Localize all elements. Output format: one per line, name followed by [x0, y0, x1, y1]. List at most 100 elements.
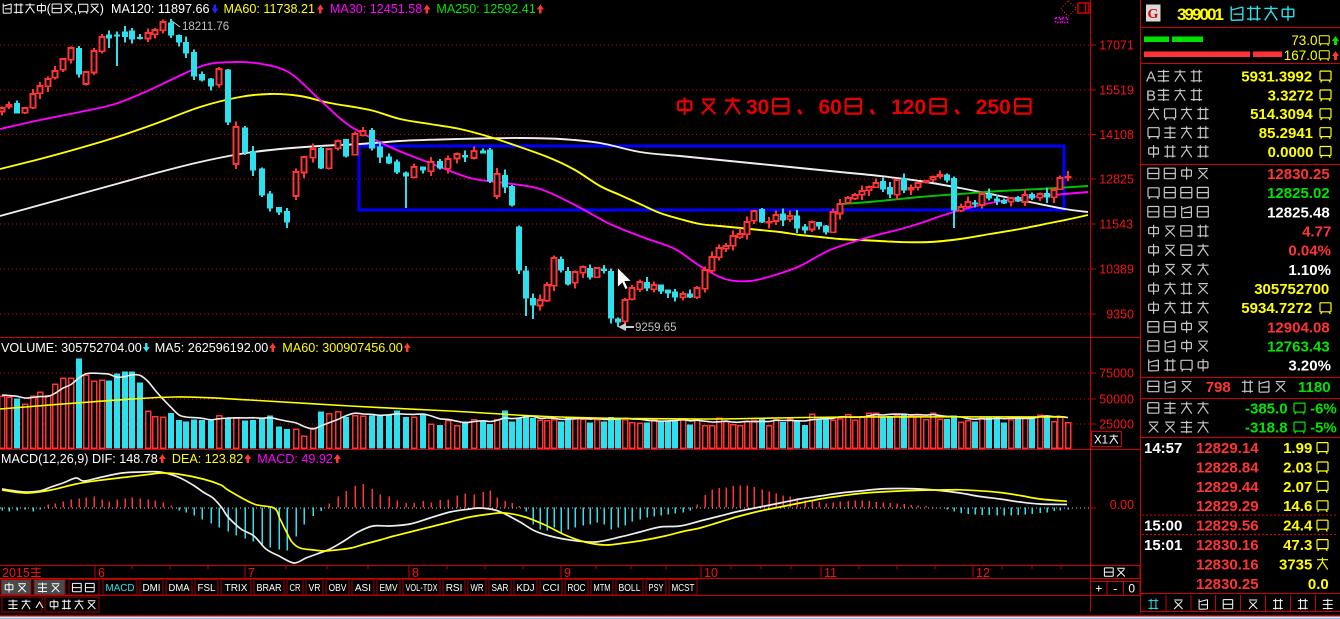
svg-text:VOLUME: 305752704.00: VOLUME: 305752704.00: [1, 341, 142, 355]
svg-text:OBV: OBV: [329, 583, 347, 594]
svg-text:-5%: -5%: [1310, 420, 1337, 437]
svg-text:VOL-TDX: VOL-TDX: [406, 583, 438, 594]
svg-text:): ): [100, 2, 104, 16]
svg-text:8: 8: [412, 566, 419, 580]
svg-text:CR: CR: [290, 583, 301, 594]
svg-text:3.20%: 3.20%: [1288, 358, 1331, 375]
svg-text:FSL: FSL: [198, 583, 216, 594]
svg-text:4.77: 4.77: [1302, 224, 1331, 241]
svg-text:73.0: 73.0: [1291, 33, 1317, 48]
svg-text:MA30: 12451.58: MA30: 12451.58: [330, 2, 422, 16]
svg-text:2015: 2015: [2, 566, 30, 580]
svg-text:15519: 15519: [1099, 84, 1134, 98]
svg-text:50000: 50000: [1099, 393, 1134, 407]
svg-text:G: G: [1148, 7, 1159, 22]
svg-text:+: +: [1095, 582, 1102, 596]
svg-text:-318.8: -318.8: [1245, 420, 1288, 437]
svg-text:14.6: 14.6: [1283, 498, 1312, 515]
svg-text:ASI: ASI: [355, 583, 371, 594]
svg-text:12829.14: 12829.14: [1196, 440, 1259, 457]
svg-text:5934.7272: 5934.7272: [1241, 300, 1312, 317]
svg-text:12829.29: 12829.29: [1196, 498, 1259, 515]
svg-text:10: 10: [704, 566, 718, 580]
svg-text:1.10%: 1.10%: [1288, 262, 1331, 279]
svg-text:MACD: 49.92: MACD: 49.92: [257, 452, 333, 466]
svg-text:MA250: 12592.41: MA250: 12592.41: [436, 2, 535, 16]
svg-text:MCST: MCST: [672, 583, 695, 594]
svg-text:RSI: RSI: [446, 583, 463, 594]
svg-text:1180: 1180: [1298, 379, 1331, 396]
svg-text:30: 30: [746, 96, 769, 119]
svg-text:BOLL: BOLL: [619, 583, 641, 594]
svg-text:399001: 399001: [1177, 5, 1224, 24]
svg-text:MA60: 11738.21: MA60: 11738.21: [224, 2, 316, 16]
svg-text:12904.08: 12904.08: [1267, 319, 1330, 336]
svg-text:14108: 14108: [1099, 128, 1134, 142]
svg-text:MA5: 262596192.00: MA5: 262596192.00: [155, 341, 268, 355]
svg-text:3735: 3735: [1279, 556, 1312, 573]
svg-text:5931.3992: 5931.3992: [1241, 69, 1312, 86]
svg-text:-6%: -6%: [1310, 401, 1337, 418]
svg-text:-: -: [1113, 582, 1117, 596]
svg-text:120: 120: [891, 96, 926, 119]
svg-text:MA60: 300907456.00: MA60: 300907456.00: [282, 341, 402, 355]
svg-text:47.3: 47.3: [1283, 537, 1312, 554]
svg-text:(: (: [47, 2, 52, 16]
svg-text:12830.16: 12830.16: [1196, 556, 1259, 573]
svg-text:,: ,: [74, 2, 77, 16]
svg-text:KDJ: KDJ: [517, 583, 535, 594]
svg-text:PSY: PSY: [649, 583, 664, 594]
svg-text:X1: X1: [1094, 435, 1108, 447]
svg-text:DMI: DMI: [143, 583, 161, 594]
svg-text:ROC: ROC: [568, 583, 586, 594]
svg-text:0.04%: 0.04%: [1288, 243, 1331, 260]
svg-text:7: 7: [248, 566, 255, 580]
svg-text:MACD: MACD: [106, 583, 135, 594]
svg-text:24.4: 24.4: [1283, 518, 1313, 535]
svg-text:12763.43: 12763.43: [1267, 339, 1330, 356]
svg-text:EMV: EMV: [380, 583, 398, 594]
svg-text:0: 0: [1128, 582, 1135, 596]
svg-text:6: 6: [98, 566, 105, 580]
svg-text:12830.25: 12830.25: [1196, 576, 1259, 593]
svg-text:305752700: 305752700: [1254, 281, 1329, 298]
svg-text:75000: 75000: [1099, 367, 1134, 381]
svg-text:-385.0: -385.0: [1245, 401, 1288, 418]
svg-text:MA120: 11897.66: MA120: 11897.66: [111, 2, 210, 16]
svg-text:B: B: [1146, 87, 1156, 104]
svg-text:12828.84: 12828.84: [1196, 459, 1259, 476]
svg-text:DEA: 123.82: DEA: 123.82: [172, 452, 243, 466]
svg-text:9350: 9350: [1106, 308, 1134, 322]
svg-text:250: 250: [976, 96, 1011, 119]
svg-text:12: 12: [976, 566, 990, 580]
svg-text:17071: 17071: [1099, 39, 1134, 53]
svg-text:25000: 25000: [1099, 418, 1134, 432]
svg-text:12829.56: 12829.56: [1196, 518, 1259, 535]
svg-text:60: 60: [819, 96, 842, 119]
svg-text:12825: 12825: [1099, 173, 1134, 187]
svg-text:10389: 10389: [1099, 263, 1134, 277]
svg-text:12825.48: 12825.48: [1267, 204, 1330, 221]
svg-text:9259.65: 9259.65: [635, 322, 677, 334]
svg-text:12830.25: 12830.25: [1267, 166, 1330, 183]
svg-text:WR: WR: [471, 583, 484, 594]
svg-text:MTM: MTM: [594, 583, 611, 594]
svg-text:SAR: SAR: [492, 583, 509, 594]
svg-text:12825.02: 12825.02: [1267, 185, 1330, 202]
svg-text:A: A: [1146, 69, 1156, 86]
svg-text:9: 9: [564, 566, 571, 580]
svg-text:15:00: 15:00: [1144, 518, 1182, 535]
svg-text:11: 11: [824, 566, 837, 580]
svg-text:2.07: 2.07: [1283, 479, 1312, 496]
svg-text:BRAR: BRAR: [257, 583, 282, 594]
svg-text:167.0: 167.0: [1284, 48, 1318, 63]
svg-text:2.03: 2.03: [1283, 459, 1312, 476]
svg-text:14:57: 14:57: [1144, 440, 1182, 457]
svg-text:85.2941: 85.2941: [1259, 125, 1313, 142]
svg-text:514.3094: 514.3094: [1250, 106, 1313, 123]
svg-text:12829.44: 12829.44: [1196, 479, 1259, 496]
svg-text:12830.16: 12830.16: [1196, 537, 1259, 554]
svg-text:3.3272: 3.3272: [1268, 87, 1314, 104]
svg-text:MACD(12,26,9) DIF: 148.78: MACD(12,26,9) DIF: 148.78: [1, 452, 158, 466]
svg-text:0.00: 0.00: [1110, 498, 1134, 512]
